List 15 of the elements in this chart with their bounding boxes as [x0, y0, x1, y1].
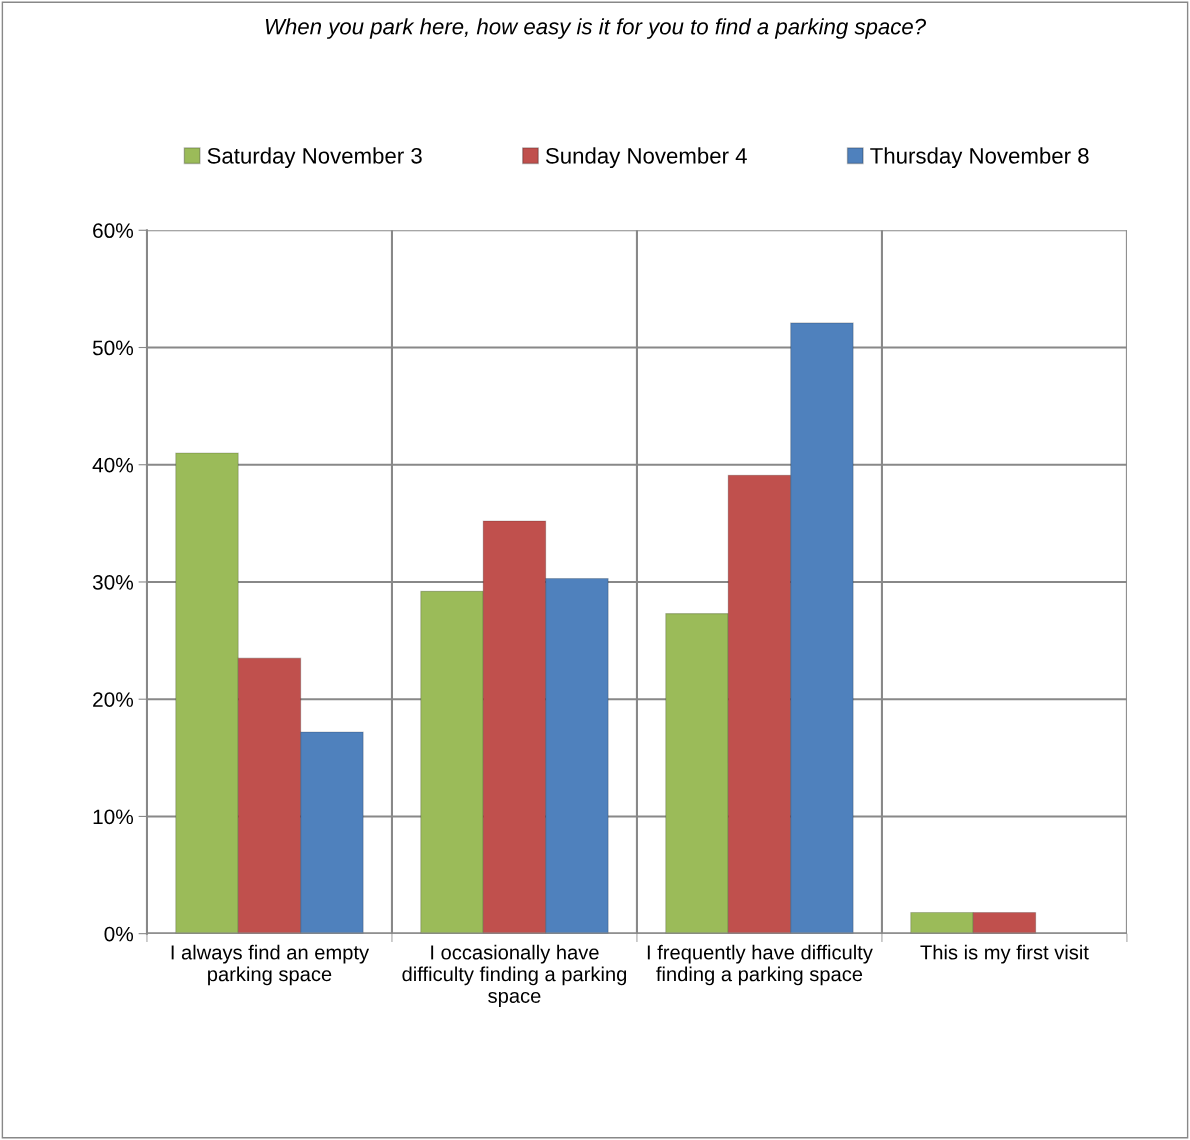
x-tick-label: I frequently have difficulty finding a parking space [647, 944, 873, 986]
chart-title: When you park here, how easy is it for you to find a parking space? [265, 18, 926, 39]
legend-label: Saturday November 3 [207, 147, 422, 169]
y-tick-label: 10% [93, 809, 134, 825]
y-tick-label: 0% [104, 926, 134, 942]
legend-label: Sunday November 4 [545, 147, 747, 169]
x-tick-label: This is my first visit [920, 944, 1089, 964]
y-tick-label: 30% [92, 574, 134, 590]
y-tick-label: 40% [92, 457, 134, 473]
y-tick-label: 20% [93, 692, 134, 707]
x-tick-label: I occasionally have difficulty finding a parking space [402, 944, 627, 1007]
x-tick-label: I always find an empty parking space [171, 944, 370, 986]
y-tick-label: 50% [92, 340, 134, 356]
legend-label: Thursday November 8 [870, 147, 1089, 169]
y-tick-label: 60% [93, 223, 134, 239]
